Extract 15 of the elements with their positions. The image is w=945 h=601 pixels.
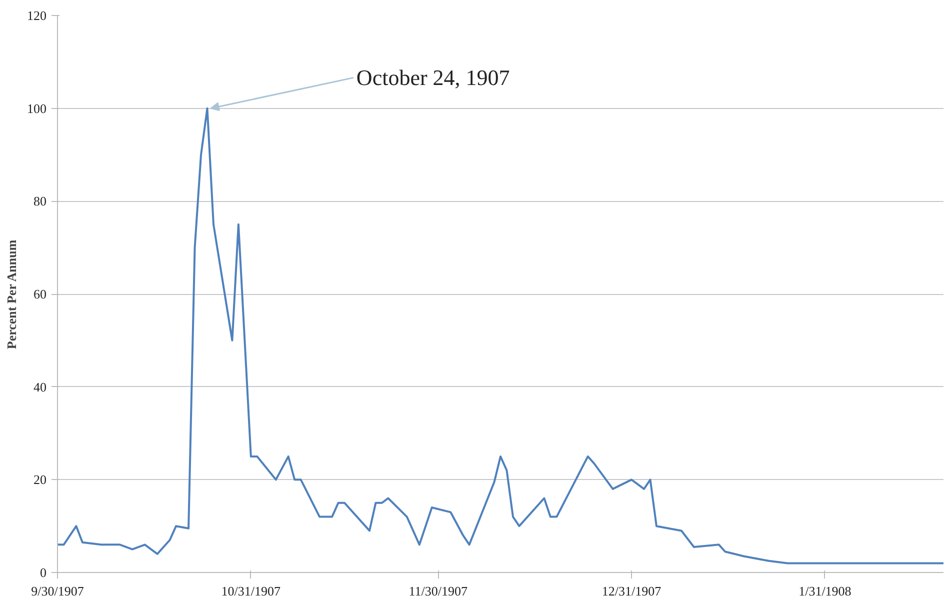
y-tick-label: 20 (34, 472, 46, 488)
annotation: October 24, 1907 (356, 65, 510, 90)
y-tick-label: 100 (27, 100, 46, 116)
x-tick-label: 12/31/1907 (602, 584, 662, 598)
x-tick-label: 11/30/1907 (408, 584, 468, 598)
x-tick-label: 9/30/1907 (31, 584, 84, 598)
x-tick-label: 1/31/1908 (798, 584, 852, 598)
y-tick-label: 80 (34, 194, 46, 209)
y-tick-label: 0 (40, 565, 46, 580)
y-axis-title: Percent Per Annum (4, 240, 19, 350)
x-tick-label: 10/31/1907 (221, 584, 282, 598)
y-tick-label: 120 (27, 8, 46, 23)
y-tick-label: 60 (34, 286, 46, 302)
line-series (58, 107, 944, 564)
y-tick-label: 40 (34, 379, 46, 394)
